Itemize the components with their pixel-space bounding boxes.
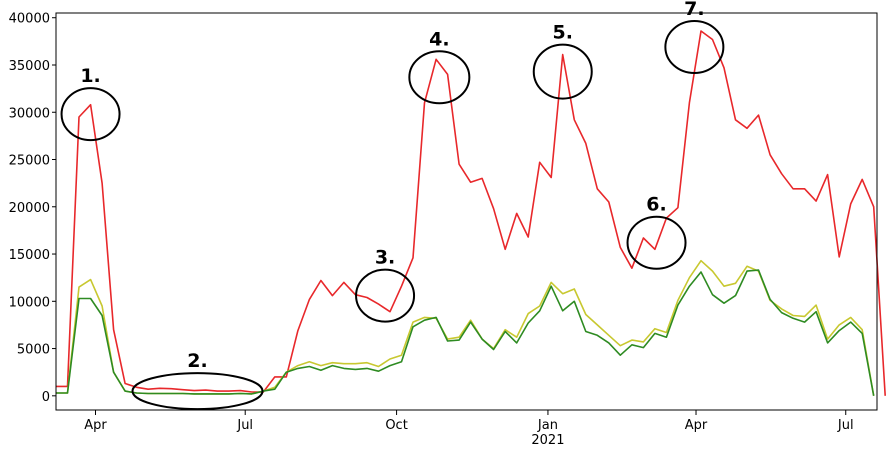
annotation-circle bbox=[664, 20, 725, 75]
series-line-3 bbox=[56, 269, 875, 396]
y-tick-label: 10000 bbox=[9, 295, 50, 310]
y-tick-label: 35000 bbox=[9, 59, 50, 74]
x-tick-label: Jul bbox=[837, 418, 854, 433]
y-tick-label: 25000 bbox=[9, 154, 50, 169]
x-tick-label: Apr bbox=[84, 418, 107, 433]
annotation-circle bbox=[532, 43, 593, 100]
y-tick-label: 15000 bbox=[9, 248, 50, 263]
annotation-circle bbox=[408, 50, 471, 105]
axis-layer: 0 5000 10000 15000 20000 25000 30000 35000 40000… bbox=[9, 12, 878, 448]
annotation-label: 4. bbox=[429, 28, 449, 50]
x-tick-label: Jul bbox=[236, 418, 253, 433]
y-tick-label: 5000 bbox=[17, 343, 50, 358]
y-tick-label: 30000 bbox=[9, 106, 50, 121]
annotation-label: 6. bbox=[646, 194, 666, 216]
x-tick-label: Jan bbox=[537, 418, 558, 433]
annotation-label: 1. bbox=[80, 65, 100, 87]
x-tick-label: Apr bbox=[685, 418, 708, 433]
annotation-layer: 1. 2. 3. 4. 5. 6. 7. bbox=[60, 0, 725, 411]
x-tick-label: Oct bbox=[385, 418, 407, 433]
annotation-circle bbox=[355, 268, 416, 323]
plot-frame bbox=[55, 12, 878, 411]
x-tick-year-label: 2021 bbox=[531, 433, 564, 448]
annotation-label: 2. bbox=[187, 350, 207, 372]
series-line-1 bbox=[56, 30, 886, 396]
y-tick-label: 0 bbox=[42, 390, 50, 405]
annotation-label: 3. bbox=[375, 247, 395, 269]
series-layer bbox=[56, 30, 886, 396]
series-line-2 bbox=[56, 259, 875, 396]
annotation-label: 7. bbox=[684, 0, 704, 20]
annotation-circle bbox=[60, 87, 121, 142]
annotation-circle bbox=[626, 215, 687, 270]
annotation-label: 5. bbox=[553, 22, 573, 44]
annotation-circle bbox=[131, 372, 264, 411]
y-tick-label: 40000 bbox=[9, 12, 50, 27]
y-tick-label: 20000 bbox=[9, 201, 50, 216]
